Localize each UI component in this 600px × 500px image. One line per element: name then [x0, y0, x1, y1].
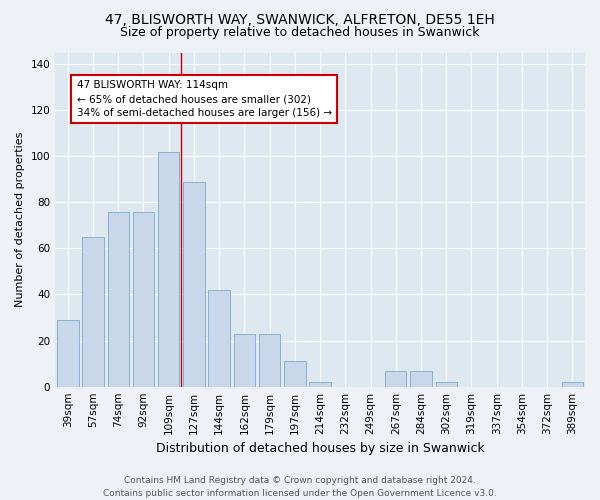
X-axis label: Distribution of detached houses by size in Swanwick: Distribution of detached houses by size …	[156, 442, 484, 455]
Text: Size of property relative to detached houses in Swanwick: Size of property relative to detached ho…	[120, 26, 480, 39]
Bar	[259, 334, 280, 386]
Text: Contains HM Land Registry data © Crown copyright and database right 2024.
Contai: Contains HM Land Registry data © Crown c…	[103, 476, 497, 498]
Bar	[385, 370, 406, 386]
Bar	[107, 212, 129, 386]
Bar	[82, 237, 104, 386]
Bar	[410, 370, 432, 386]
Bar	[562, 382, 583, 386]
Text: 47, BLISWORTH WAY, SWANWICK, ALFRETON, DE55 1EH: 47, BLISWORTH WAY, SWANWICK, ALFRETON, D…	[105, 12, 495, 26]
Bar	[183, 182, 205, 386]
Bar	[310, 382, 331, 386]
Text: 47 BLISWORTH WAY: 114sqm
← 65% of detached houses are smaller (302)
34% of semi-: 47 BLISWORTH WAY: 114sqm ← 65% of detach…	[77, 80, 332, 118]
Bar	[208, 290, 230, 386]
Bar	[158, 152, 179, 386]
Y-axis label: Number of detached properties: Number of detached properties	[15, 132, 25, 308]
Bar	[57, 320, 79, 386]
Bar	[133, 212, 154, 386]
Bar	[436, 382, 457, 386]
Bar	[284, 362, 305, 386]
Bar	[233, 334, 255, 386]
